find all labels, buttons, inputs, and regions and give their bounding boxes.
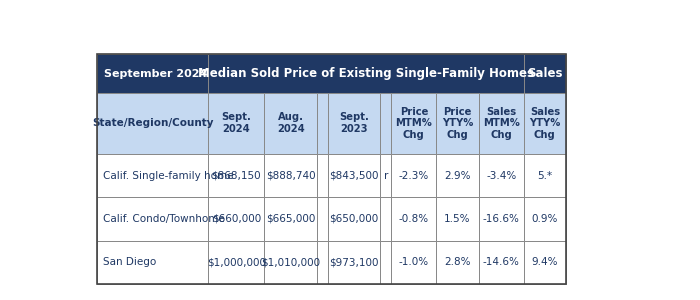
Bar: [391, 241, 436, 284]
Bar: [391, 197, 436, 241]
Bar: [524, 197, 566, 241]
Bar: [436, 197, 479, 241]
Text: $888,740: $888,740: [266, 170, 316, 181]
Text: Median Sold Price of Existing Single-Family Homes: Median Sold Price of Existing Single-Fam…: [198, 67, 534, 80]
Text: Calif. Single-family home: Calif. Single-family home: [103, 170, 233, 181]
Bar: [97, 154, 209, 197]
Bar: [524, 154, 566, 197]
Bar: [209, 55, 524, 93]
Text: 5.*: 5.*: [538, 170, 552, 181]
Bar: [380, 154, 391, 197]
Text: 9.4%: 9.4%: [531, 257, 558, 267]
Bar: [391, 154, 436, 197]
Bar: [436, 93, 479, 154]
Bar: [209, 154, 265, 197]
Bar: [265, 197, 317, 241]
Text: Price
MTM%
Chg: Price MTM% Chg: [395, 106, 433, 140]
Text: -14.6%: -14.6%: [483, 257, 519, 267]
Text: $650,000: $650,000: [330, 214, 379, 224]
Bar: [380, 241, 391, 284]
Text: Sales
MTM%
Chg: Sales MTM% Chg: [483, 106, 519, 140]
Bar: [209, 241, 265, 284]
Bar: [380, 197, 391, 241]
Text: $868,150: $868,150: [211, 170, 261, 181]
Bar: [436, 241, 479, 284]
Text: $1,000,000: $1,000,000: [207, 257, 266, 267]
Bar: [265, 154, 317, 197]
Text: -3.4%: -3.4%: [486, 170, 517, 181]
Text: $843,500: $843,500: [330, 170, 379, 181]
Bar: [524, 241, 566, 284]
Bar: [209, 93, 265, 154]
Bar: [328, 93, 381, 154]
Text: $973,100: $973,100: [330, 257, 379, 267]
Bar: [380, 93, 391, 154]
Bar: [209, 197, 265, 241]
Bar: [328, 241, 381, 284]
Bar: [97, 197, 209, 241]
Text: September 2024: September 2024: [104, 68, 207, 79]
Bar: [265, 93, 317, 154]
Text: Price
YTY%
Chg: Price YTY% Chg: [442, 106, 473, 140]
Text: Sales: Sales: [527, 67, 563, 80]
Bar: [97, 93, 209, 154]
Text: Aug.
2024: Aug. 2024: [276, 112, 304, 134]
Text: $665,000: $665,000: [266, 214, 316, 224]
Bar: [328, 197, 381, 241]
Bar: [479, 241, 524, 284]
Text: Calif. Condo/Townhome: Calif. Condo/Townhome: [103, 214, 225, 224]
Bar: [328, 154, 381, 197]
Bar: [436, 154, 479, 197]
Text: -16.6%: -16.6%: [483, 214, 519, 224]
Bar: [391, 93, 436, 154]
Bar: [524, 93, 566, 154]
Bar: [479, 93, 524, 154]
Bar: [97, 241, 209, 284]
Text: 2.9%: 2.9%: [444, 170, 470, 181]
Bar: [97, 55, 566, 284]
Text: 1.5%: 1.5%: [444, 214, 470, 224]
Bar: [265, 241, 317, 284]
Bar: [524, 55, 566, 93]
Bar: [97, 55, 209, 93]
Text: State/Region/County: State/Region/County: [92, 118, 214, 128]
Bar: [479, 154, 524, 197]
Text: r: r: [384, 170, 388, 181]
Text: 0.9%: 0.9%: [531, 214, 558, 224]
Bar: [317, 154, 328, 197]
Bar: [317, 197, 328, 241]
Bar: [479, 197, 524, 241]
Text: Sept.
2024: Sept. 2024: [221, 112, 251, 134]
Text: $1,010,000: $1,010,000: [261, 257, 320, 267]
Text: -1.0%: -1.0%: [399, 257, 429, 267]
Text: Sales
YTY%
Chg: Sales YTY% Chg: [529, 106, 561, 140]
Text: -2.3%: -2.3%: [399, 170, 429, 181]
Bar: [317, 93, 328, 154]
Bar: [317, 241, 328, 284]
Text: Sept.
2023: Sept. 2023: [340, 112, 369, 134]
Text: San Diego: San Diego: [103, 257, 156, 267]
Text: $660,000: $660,000: [212, 214, 261, 224]
Text: 2.8%: 2.8%: [444, 257, 470, 267]
Text: -0.8%: -0.8%: [399, 214, 429, 224]
